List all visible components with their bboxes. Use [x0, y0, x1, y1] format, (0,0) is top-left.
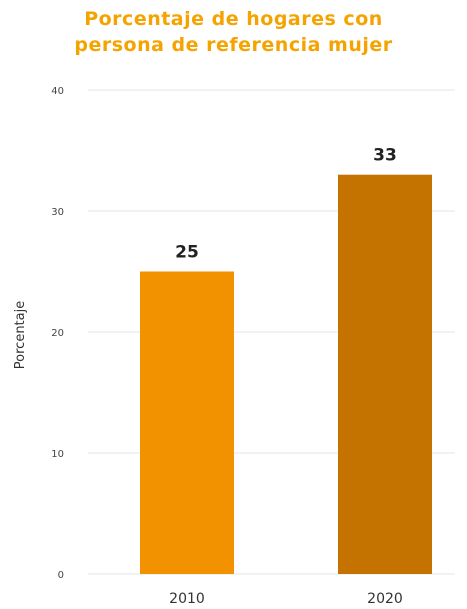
y-tick-label: 40 — [51, 86, 64, 97]
data-labels: 25 33 — [175, 146, 397, 263]
x-tick-labels: 2010 2020 — [169, 591, 403, 607]
bar-2020 — [338, 174, 432, 574]
data-label-2020: 33 — [373, 146, 397, 166]
y-tick-label: 10 — [51, 449, 64, 460]
chart-title-line-1: Porcentaje de hogares con — [84, 8, 383, 30]
chart-title-line-2: persona de referencia mujer — [74, 34, 393, 56]
y-tick-label: 30 — [51, 207, 64, 218]
bar-2010 — [140, 271, 234, 574]
y-axis-label: Porcentaje — [13, 301, 28, 369]
bars — [140, 174, 432, 574]
y-tick-label: 0 — [58, 570, 64, 581]
x-tick-label-2020: 2020 — [367, 591, 403, 607]
x-tick-label-2010: 2010 — [169, 591, 205, 607]
data-label-2010: 25 — [175, 243, 199, 263]
y-tick-label: 20 — [51, 328, 64, 339]
chart-title: Porcentaje de hogares con persona de ref… — [0, 6, 467, 58]
y-tick-labels: 0 10 20 30 40 — [51, 86, 64, 581]
